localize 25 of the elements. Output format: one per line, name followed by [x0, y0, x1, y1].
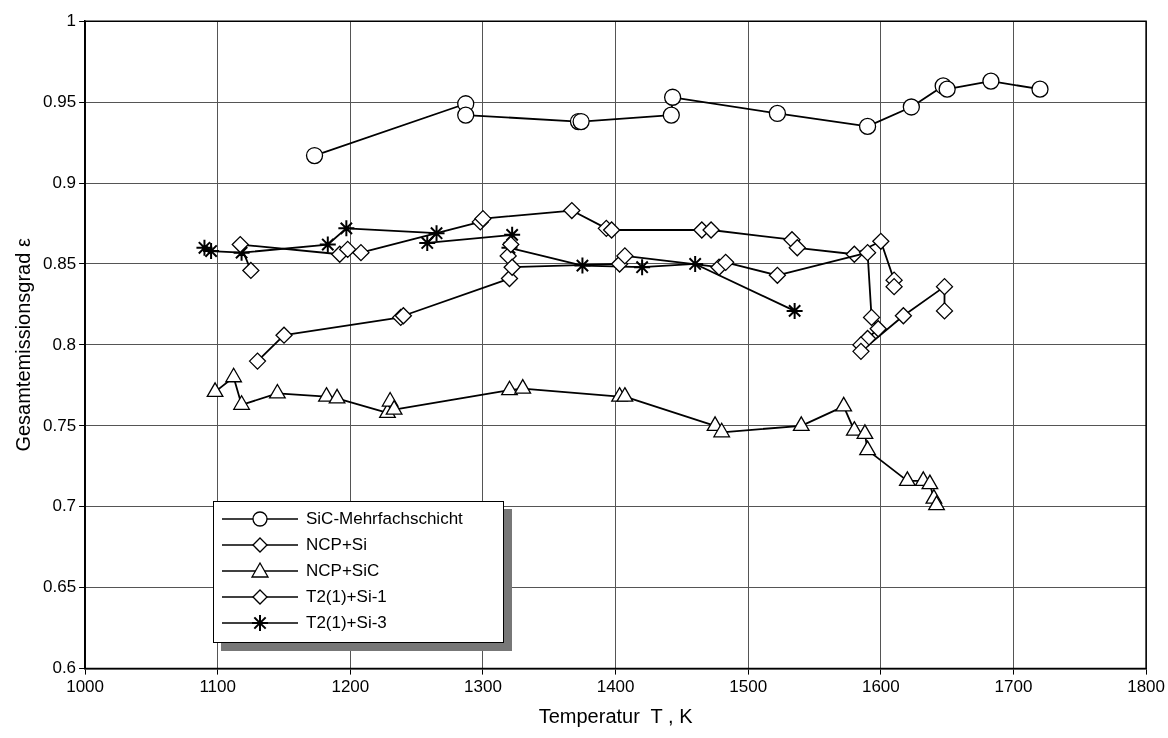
- x-tick-label: 1500: [729, 677, 768, 697]
- legend-label: T2(1)+Si-3: [306, 613, 387, 633]
- x-tick-label: 1100: [199, 677, 236, 697]
- y-tick-label: 0.65: [42, 577, 77, 597]
- legend-label: NCP+SiC: [306, 561, 380, 581]
- y-tick-label: 0.75: [42, 415, 77, 435]
- y-tick-label: 0.6: [52, 658, 77, 678]
- y-tick-label: 0.7: [52, 496, 77, 516]
- y-tick-label: 0.85: [42, 253, 77, 273]
- legend-label: SiC-Mehrfachschicht: [306, 509, 463, 529]
- x-tick-label: 1600: [861, 677, 900, 697]
- x-tick-label: 1800: [1127, 677, 1165, 697]
- y-axis-title: Gesamtemissionsgrad ε: [11, 238, 34, 452]
- y-tick-label: 0.8: [52, 334, 77, 354]
- y-tick-label: 1: [66, 10, 77, 30]
- x-tick-label: 1700: [994, 677, 1033, 697]
- x-tick-label: 1200: [331, 677, 370, 697]
- y-tick-label: 0.9: [52, 172, 77, 192]
- y-tick-label: 0.95: [42, 91, 77, 111]
- x-axis-title: Temperatur T , K: [538, 704, 694, 727]
- x-tick-label: 1400: [596, 677, 635, 697]
- x-tick-label: 1000: [66, 677, 104, 697]
- legend-label: T2(1)+Si-1: [306, 587, 387, 607]
- x-tick-label: 1300: [464, 677, 502, 697]
- legend-label: NCP+Si: [306, 535, 367, 555]
